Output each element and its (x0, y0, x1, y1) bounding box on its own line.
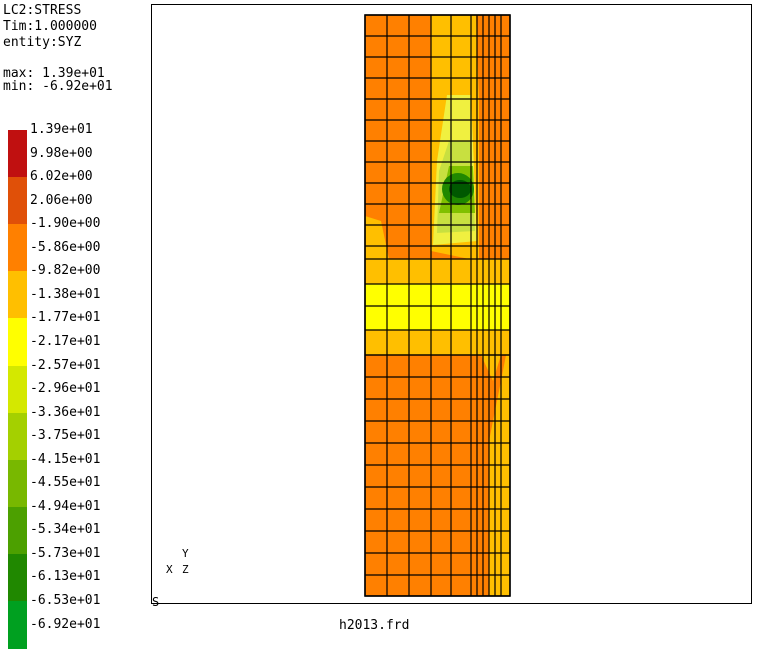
legend-label: -1.38e+01 (30, 286, 101, 302)
contour-region (449, 180, 471, 198)
contour-region (365, 284, 510, 330)
legend-swatch (8, 177, 27, 225)
legend-swatch (8, 601, 27, 649)
legend-label: 1.39e+01 (30, 122, 93, 137)
legend-label: -3.75e+01 (30, 428, 101, 444)
legend-label: -1.90e+00 (30, 216, 101, 232)
legend-label: -4.94e+01 (30, 498, 101, 514)
legend-label: -2.57e+01 (30, 357, 101, 373)
legend-swatch (8, 412, 27, 461)
viewport[interactable] (151, 4, 752, 604)
entity-label: entity:SYZ (3, 35, 82, 50)
axis-x-label: X (166, 563, 173, 576)
max-value: max: 1.39e+01 (3, 66, 105, 81)
fe-model-contour (364, 14, 511, 597)
contour-region (481, 355, 501, 381)
legend-swatch (8, 553, 27, 602)
legend-swatch (8, 318, 27, 367)
legend-swatch (8, 271, 27, 319)
loadcase-label: LC2:STRESS (3, 3, 82, 18)
legend-label: 9.98e+00 (30, 145, 93, 161)
legend-label: 2.06e+00 (30, 192, 93, 208)
legend-swatch (8, 130, 27, 178)
legend-label: -5.34e+01 (30, 522, 101, 538)
legend-label: -5.73e+01 (30, 545, 101, 561)
file-name: h2013.frd (339, 618, 410, 633)
legend-label: -6.13e+01 (30, 569, 101, 585)
min-value: min: -6.92e+01 (3, 79, 113, 94)
legend-label: -4.15e+01 (30, 451, 101, 467)
model-outline (364, 14, 511, 597)
legend-label: -6.92e+01 (30, 616, 101, 632)
legend-label: -2.17e+01 (30, 333, 101, 349)
legend-label: -5.86e+00 (30, 239, 101, 255)
contour-region (489, 355, 510, 596)
legend-swatch (8, 365, 27, 414)
legend-label: -2.96e+01 (30, 381, 101, 397)
time-label: Tim:1.000000 (3, 19, 97, 34)
legend-label: 6.02e+00 (30, 169, 93, 185)
viewport-mark: S (152, 595, 160, 609)
axis-z-label: Z (182, 563, 189, 576)
legend-label: -4.55e+01 (30, 475, 101, 491)
legend-swatch (8, 459, 27, 508)
legend-label: -3.36e+01 (30, 404, 101, 420)
legend-label: -9.82e+00 (30, 263, 101, 279)
legend-swatch (8, 506, 27, 555)
legend-swatch (8, 224, 27, 272)
legend-label: -1.77e+01 (30, 310, 101, 326)
contour-region (365, 216, 389, 259)
legend-label: -6.53e+01 (30, 593, 101, 608)
axis-y-label: Y (182, 547, 189, 560)
